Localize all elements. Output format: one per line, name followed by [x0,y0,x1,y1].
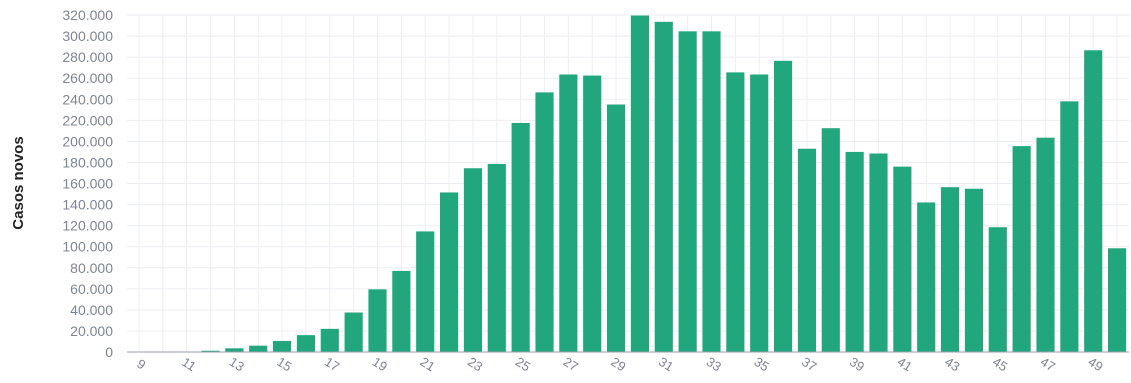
bar-week-29 [607,105,625,352]
x-tick-label: 35 [751,354,771,374]
bar-week-19 [368,289,386,352]
y-tick-label: 60.000 [70,281,113,297]
x-tick-label: 41 [895,354,915,374]
bar-week-49 [1084,50,1102,352]
y-tick-label: 120.000 [62,218,113,234]
x-tick-label: 33 [704,354,724,374]
y-tick-label: 160.000 [62,176,113,192]
x-tick-label: 47 [1038,354,1058,374]
bar-week-30 [631,16,649,352]
y-tick-label: 0 [105,344,113,360]
bar-week-39 [846,152,864,352]
bar-week-18 [345,313,363,352]
y-tick-label: 280.000 [62,49,113,65]
bar-week-21 [416,231,434,352]
x-tick-label: 27 [561,354,581,374]
bar-week-42 [917,202,935,352]
bar-week-31 [655,22,673,352]
bar-week-17 [321,329,339,352]
y-tick-label: 260.000 [62,70,113,86]
x-tick-label: 29 [608,354,628,374]
bar-week-27 [559,75,577,352]
bar-week-26 [535,92,553,352]
x-tick-label: 19 [370,354,390,374]
y-tick-label: 200.000 [62,133,113,149]
y-tick-label: 20.000 [70,323,113,339]
x-tick-label: 15 [274,354,294,374]
bar-week-24 [488,164,506,352]
bar-week-37 [798,149,816,352]
y-tick-label: 300.000 [62,28,113,44]
bar-week-22 [440,192,458,352]
x-tick-label: 39 [847,354,867,374]
bar-week-44 [965,189,983,352]
y-tick-label: 100.000 [62,239,113,255]
y-axis-title: Casos novos [10,136,27,229]
bar-week-47 [1036,138,1054,352]
y-axis-ticks: 0 20.000 40.000 60.000 80.000 100.000 120.000 1… [62,7,113,360]
bar-week-41 [893,167,911,352]
x-tick-label: 11 [179,354,198,374]
x-tick-label: 43 [942,354,962,374]
bar-week-33 [702,31,720,352]
x-tick-label: 9 [134,356,148,373]
y-tick-label: 40.000 [70,302,113,318]
x-tick-label: 49 [1085,354,1105,374]
bar-week-36 [774,61,792,352]
bar-week-32 [679,31,697,352]
x-tick-label: 45 [990,354,1010,374]
x-tick-label: 31 [656,354,676,374]
bar-week-20 [392,271,410,352]
bar-week-40 [869,153,887,352]
x-tick-label: 37 [799,354,819,374]
y-tick-label: 240.000 [62,91,113,107]
y-tick-label: 80.000 [70,260,113,276]
x-tick-label: 17 [322,354,342,374]
x-tick-label: 23 [465,354,485,374]
x-axis-ticks: 9 11 13 15 17 19 21 23 25 27 29 31 33 35 37 39 41 43 45 47 4… [134,354,1105,374]
x-tick-label: 21 [417,354,437,374]
bar-week-46 [1013,146,1031,352]
bar-week-14 [249,346,267,352]
bar-week-23 [464,168,482,352]
x-tick-label: 13 [227,354,247,374]
bar-week-45 [989,227,1007,352]
bar-week-15 [273,341,291,352]
bar-week-16 [297,335,315,352]
bar-week-50 [1108,248,1126,352]
y-tick-label: 320.000 [62,7,113,23]
y-tick-label: 140.000 [62,197,113,213]
x-tick-label: 25 [513,354,533,374]
bar-week-35 [750,75,768,352]
bar-week-13 [225,348,243,352]
bar-week-43 [941,187,959,352]
bar-week-25 [512,123,530,352]
bar-week-48 [1060,101,1078,352]
y-tick-label: 180.000 [62,154,113,170]
bar-week-28 [583,76,601,352]
y-tick-label: 220.000 [62,112,113,128]
bar-week-38 [822,128,840,352]
bar-week-34 [726,72,744,352]
